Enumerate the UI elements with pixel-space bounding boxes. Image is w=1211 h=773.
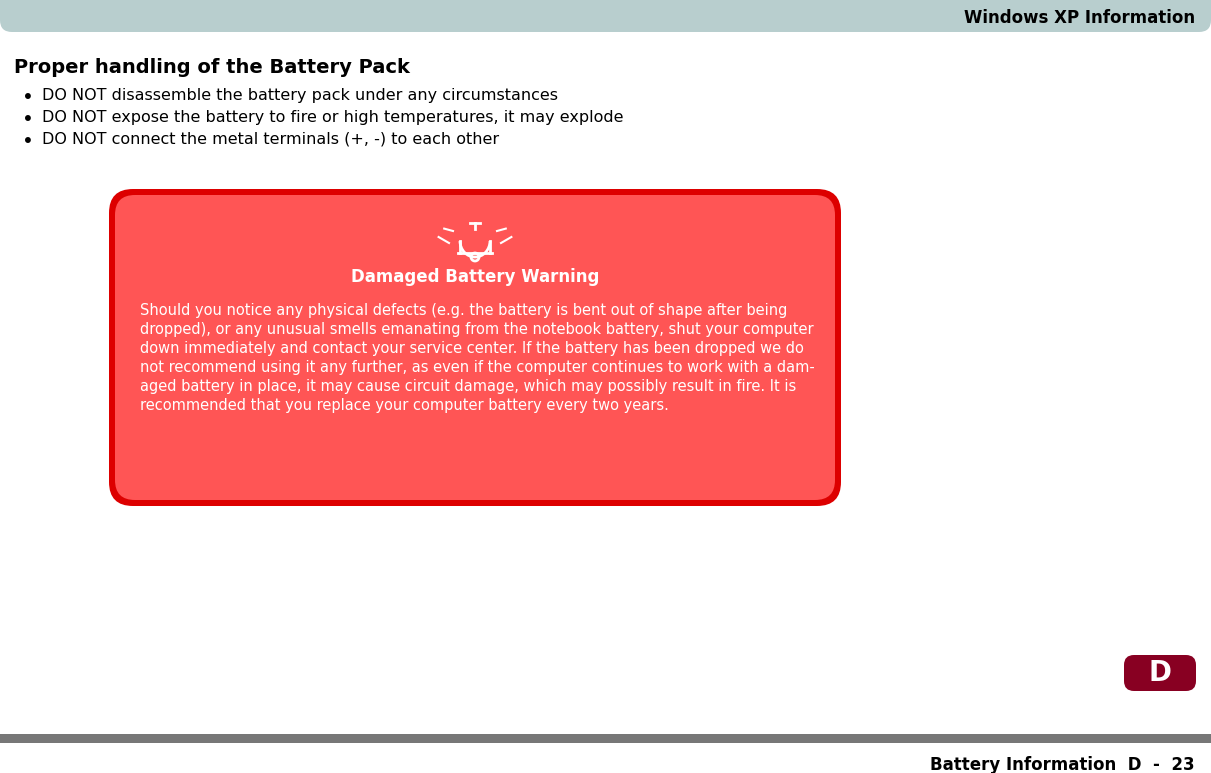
- Text: •: •: [22, 132, 34, 151]
- Text: aged battery in place, it may cause circuit damage, which may possibly result in: aged battery in place, it may cause circ…: [140, 379, 797, 394]
- Text: •: •: [22, 110, 34, 129]
- Text: •: •: [22, 88, 34, 107]
- Text: Proper handling of the Battery Pack: Proper handling of the Battery Pack: [15, 58, 409, 77]
- Text: DO NOT expose the battery to fire or high temperatures, it may explode: DO NOT expose the battery to fire or hig…: [42, 110, 624, 125]
- Text: DO NOT connect the metal terminals (+, -) to each other: DO NOT connect the metal terminals (+, -…: [42, 132, 499, 147]
- FancyBboxPatch shape: [0, 0, 1211, 32]
- Text: Should you notice any physical defects (e.g. the battery is bent out of shape af: Should you notice any physical defects (…: [140, 303, 787, 318]
- Text: Windows XP Information: Windows XP Information: [964, 9, 1195, 27]
- Text: recommended that you replace your computer battery every two years.: recommended that you replace your comput…: [140, 398, 668, 413]
- FancyBboxPatch shape: [115, 195, 836, 500]
- Text: Battery Information  D  -  23: Battery Information D - 23: [930, 756, 1195, 773]
- FancyBboxPatch shape: [109, 189, 840, 506]
- FancyBboxPatch shape: [1124, 655, 1196, 691]
- Bar: [0, 0, 1211, 16]
- Bar: [0, 734, 1211, 743]
- Text: not recommend using it any further, as even if the computer continues to work wi: not recommend using it any further, as e…: [140, 360, 815, 375]
- Text: DO NOT disassemble the battery pack under any circumstances: DO NOT disassemble the battery pack unde…: [42, 88, 558, 103]
- Text: dropped), or any unusual smells emanating from the notebook battery, shut your c: dropped), or any unusual smells emanatin…: [140, 322, 814, 337]
- Text: Damaged Battery Warning: Damaged Battery Warning: [351, 268, 599, 286]
- Text: down immediately and contact your service center. If the battery has been droppe: down immediately and contact your servic…: [140, 341, 804, 356]
- Text: D: D: [1148, 659, 1171, 687]
